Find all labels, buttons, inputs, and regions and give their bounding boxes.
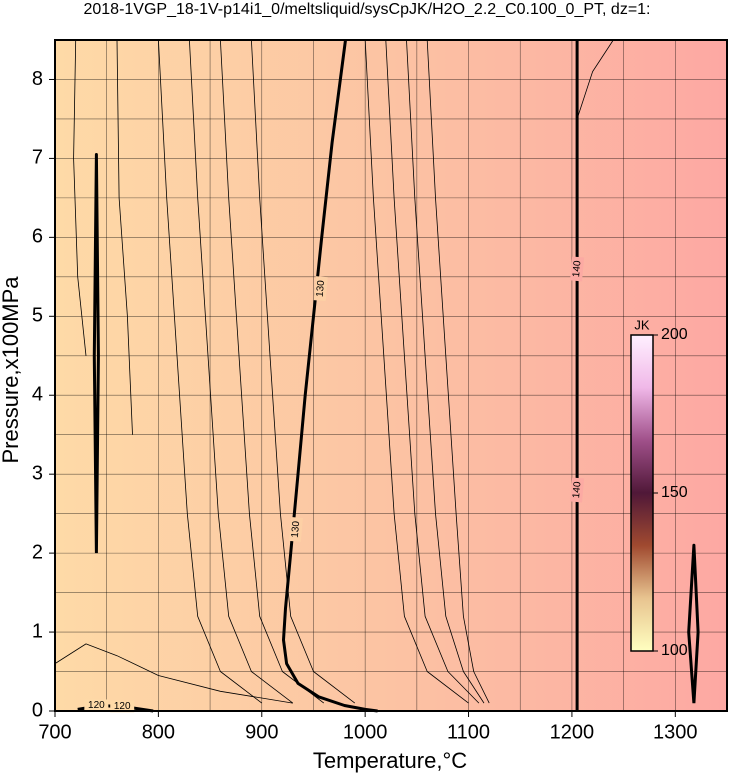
contour-line — [282, 39, 378, 713]
contour-label: 130 — [288, 516, 303, 542]
colorbar-tick-label: 150 — [661, 484, 688, 501]
contour-label-bg — [313, 276, 328, 302]
contour-line — [385, 39, 480, 704]
y-tick-label: 2 — [32, 541, 43, 563]
y-tick-label: 4 — [32, 384, 43, 406]
y-tick-label: 6 — [32, 226, 43, 248]
contour-line — [687, 543, 700, 704]
contour-line — [116, 39, 133, 435]
contour-label-text: 130 — [290, 520, 302, 538]
contour-line — [251, 39, 356, 704]
x-tick-label: 700 — [38, 721, 71, 743]
contour-line — [576, 39, 614, 120]
contour-line — [220, 39, 325, 704]
x-tick-label: 900 — [245, 721, 278, 743]
x-tick-label: 800 — [142, 721, 175, 743]
colorbar-tick-label: 200 — [661, 326, 688, 343]
x-tick-label: 1000 — [343, 721, 388, 743]
contour-label-text: 130 — [315, 279, 327, 297]
y-axis-label: Pressure,x100MPa — [0, 276, 23, 464]
y-tick-label: 0 — [32, 699, 43, 721]
contour-label-text: 140 — [571, 481, 583, 499]
contour-label-text: 120 — [114, 701, 131, 712]
x-tick-label: 1300 — [653, 721, 698, 743]
contour-label: 140 — [570, 256, 585, 282]
y-tick-label: 7 — [32, 147, 43, 169]
colorbar-label: JK — [634, 317, 650, 332]
contour-line — [364, 39, 469, 704]
y-tick-label: 8 — [32, 68, 43, 90]
contour-line — [426, 39, 490, 704]
chart-title: 2018-1VGP_18-1V-p14i1_0/meltsliquid/sysC… — [83, 1, 650, 18]
y-tick-label: 3 — [32, 462, 43, 484]
contour-line — [189, 39, 294, 704]
contour-label-bg — [288, 516, 303, 542]
contour-line — [158, 39, 263, 704]
contour-line — [73, 39, 87, 356]
plot-frame — [54, 39, 728, 712]
contour-line — [92, 153, 100, 554]
contour-label-text: 120 — [88, 700, 105, 711]
contour-line — [406, 39, 485, 704]
contour-label-text: 140 — [571, 260, 583, 278]
contour-label: 120 — [84, 699, 109, 712]
x-axis-label: Temperature,°C — [313, 748, 467, 773]
contour-label: 120 — [110, 700, 135, 713]
contour-label-bg — [570, 477, 585, 503]
contour-label-bg — [570, 256, 585, 282]
contour-label: 130 — [313, 276, 328, 302]
x-tick-label: 1100 — [447, 721, 490, 743]
colorbar-tick-label: 100 — [661, 642, 688, 659]
x-tick-label: 1200 — [550, 721, 595, 743]
y-tick-label: 1 — [32, 620, 43, 642]
colorbar — [630, 334, 654, 652]
contour-line — [54, 643, 293, 704]
contour-label-bg — [110, 700, 135, 713]
contour-label: 140 — [570, 477, 585, 503]
contour-label-bg — [84, 699, 109, 712]
y-tick-label: 5 — [32, 305, 43, 327]
plot-background — [55, 40, 727, 711]
